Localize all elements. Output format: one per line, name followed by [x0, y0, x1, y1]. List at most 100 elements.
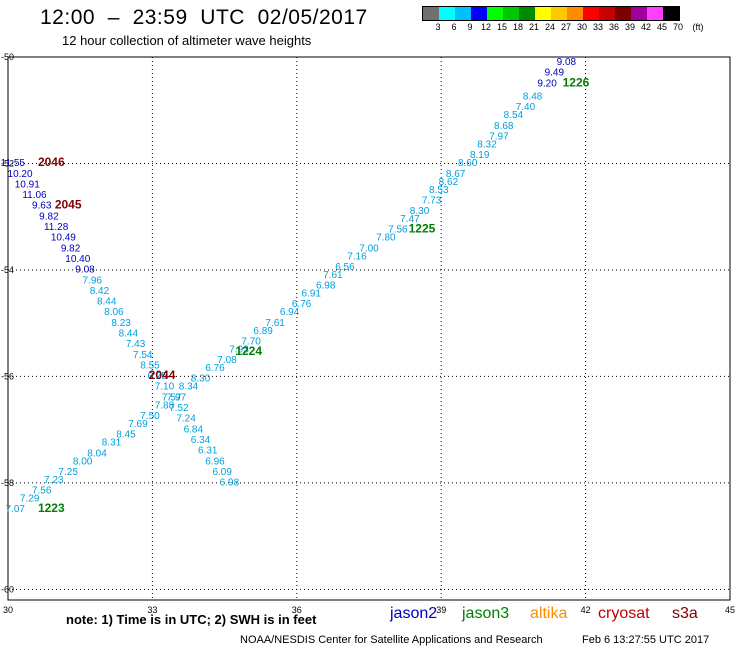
wave-height-value: 8.45 — [116, 430, 136, 441]
latitude-tick-label: -50 — [1, 52, 14, 62]
wave-height-value: 7.50 — [140, 411, 160, 422]
color-scale-label: 3 — [435, 22, 441, 32]
pass-number-label: 2044 — [149, 368, 176, 382]
color-scale-label: 45 — [656, 22, 668, 32]
color-swatch — [535, 7, 551, 20]
wave-height-value: 7.08 — [217, 355, 237, 366]
pass-number-label: 2045 — [55, 198, 82, 212]
wave-height-value: 8.67 — [446, 169, 466, 180]
wave-height-value: 7.07 — [5, 504, 25, 515]
wave-height-value: 8.68 — [494, 121, 514, 132]
wave-height-value: 8.06 — [104, 307, 124, 318]
wave-height-value: 7.54 — [133, 350, 153, 361]
wave-height-value: 8.48 — [523, 92, 543, 103]
color-scale-label: 6 — [451, 22, 457, 32]
wave-height-value: 7.40 — [516, 102, 536, 113]
wave-height-value: 6.94 — [280, 307, 300, 318]
color-scale-label: 30 — [576, 22, 588, 32]
wave-height-value: 8.04 — [87, 448, 107, 459]
credits-text: NOAA/NESDIS Center for Satellite Applica… — [240, 634, 543, 646]
longitude-tick-label: 36 — [292, 605, 302, 615]
color-scale-label: 12 — [480, 22, 492, 32]
wave-height-value: 6.25 — [147, 371, 167, 382]
wave-height-value: 8.30 — [410, 206, 430, 217]
color-scale-label: 15 — [496, 22, 508, 32]
wave-height-value: 7.52 — [169, 403, 189, 414]
wave-height-value: 7.56 — [388, 225, 408, 236]
wave-height-value: 7.56 — [32, 486, 52, 497]
wave-height-value: 8.32 — [477, 140, 497, 151]
satellite-legend: jason2 jason3 altika cryosat s3a — [0, 605, 740, 631]
wave-height-value: 7.57 — [162, 392, 182, 403]
pass-number-label: 1226 — [563, 75, 590, 89]
wave-height-value: 9.82 — [61, 243, 81, 254]
color-swatch — [519, 7, 535, 20]
color-swatch — [551, 7, 567, 20]
pass-number-label: 1223 — [38, 501, 65, 515]
color-swatch — [439, 7, 455, 20]
wave-height-value: 7.29 — [20, 494, 40, 505]
wave-height-value: 7.69 — [128, 419, 148, 430]
page-title: 12:00 – 23:59 UTC 02/05/2017 — [40, 6, 368, 29]
wave-height-value: 6.89 — [253, 326, 273, 337]
wave-height-value: 7.97 — [167, 392, 187, 403]
wave-height-value: 6.34 — [191, 435, 211, 446]
color-swatch — [647, 7, 663, 20]
wave-height-value: 7.73 — [422, 195, 442, 206]
wave-height-value: 8.00 — [73, 456, 93, 467]
wave-height-value: 9.82 — [39, 211, 59, 222]
longitude-tick-label: 30 — [3, 605, 13, 615]
wave-height-value: 6.76 — [292, 299, 312, 310]
wave-height-value: 8.60 — [458, 158, 478, 169]
wave-height-value: 6.96 — [205, 456, 225, 467]
wave-height-value: 11.06 — [22, 190, 47, 201]
wave-height-value: 11.55 — [1, 158, 26, 169]
wave-height-value: 6.98 — [220, 478, 240, 489]
wave-height-value: 6.91 — [302, 289, 322, 300]
wave-height-value: 7.16 — [347, 251, 367, 262]
wave-height-value: 7.00 — [359, 243, 379, 254]
color-scale-label: 18 — [512, 22, 524, 32]
wave-height-value: 8.53 — [429, 185, 449, 196]
color-swatch — [471, 7, 487, 20]
wave-height-value: 9.20 — [537, 78, 557, 89]
color-swatch — [583, 7, 599, 20]
legend-item-jason2: jason2 — [390, 605, 438, 622]
legend-item-altika: altika — [530, 605, 568, 622]
color-swatch — [663, 7, 679, 20]
wave-height-value: 9.08 — [557, 57, 577, 68]
wave-height-value: 7.97 — [489, 132, 509, 143]
color-scale-label: 24 — [544, 22, 556, 32]
wave-height-value: 8.42 — [90, 286, 110, 297]
wave-height-value: 7.23 — [44, 475, 64, 486]
legend-item-jason3: jason3 — [462, 605, 510, 622]
color-swatch — [423, 7, 439, 20]
color-scale-label: 27 — [560, 22, 572, 32]
wave-height-value: 11.28 — [44, 222, 69, 233]
pass-number-label: 2046 — [38, 155, 65, 169]
legend-item-s3a: s3a — [672, 605, 698, 622]
latitude-tick-label: -54 — [1, 265, 14, 275]
wave-height-value: 6.31 — [198, 446, 218, 457]
color-swatch — [631, 7, 647, 20]
color-scale-label: 9 — [467, 22, 473, 32]
latitude-tick-label: -52 — [1, 158, 14, 168]
wave-height-value: 6.09 — [212, 467, 232, 478]
wave-height-value: 6.98 — [316, 281, 336, 292]
wave-height-value: 8.30 — [191, 374, 211, 385]
wave-height-value: 6.76 — [205, 363, 225, 374]
wave-height-value: 8.23 — [111, 318, 131, 329]
wave-height-value: 8.34 — [179, 382, 199, 393]
latitude-tick-label: -60 — [1, 584, 14, 594]
wave-height-value: 8.31 — [102, 438, 122, 449]
wave-height-value: 9.63 — [32, 201, 52, 212]
wave-height-value: 7.61 — [323, 270, 343, 281]
wave-height-value: 7.93 — [229, 344, 249, 355]
longitude-tick-label: 39 — [436, 605, 446, 615]
color-scale-label: 36 — [608, 22, 620, 32]
longitude-tick-label: 33 — [147, 605, 157, 615]
longitude-tick-label: 45 — [725, 605, 735, 615]
color-swatch — [567, 7, 583, 20]
wave-height-value: 7.80 — [376, 233, 396, 244]
